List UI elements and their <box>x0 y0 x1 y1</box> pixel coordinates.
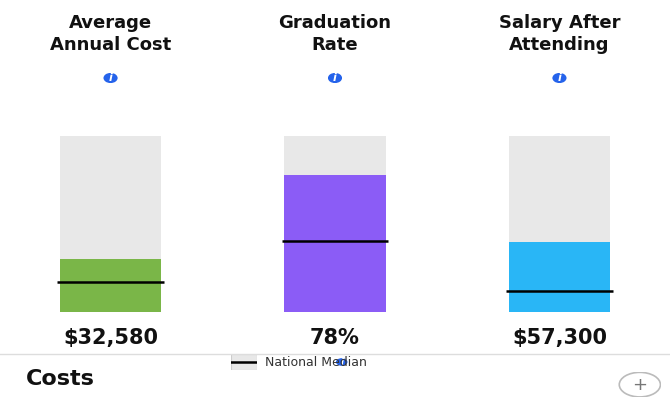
Text: +: + <box>632 376 647 394</box>
Circle shape <box>336 358 348 366</box>
Bar <box>509 136 610 242</box>
Circle shape <box>103 73 118 83</box>
Text: i: i <box>333 73 337 83</box>
Text: $32,580: $32,580 <box>63 328 158 348</box>
Text: Salary After
Attending: Salary After Attending <box>498 14 620 54</box>
Text: 78%: 78% <box>310 328 360 348</box>
Circle shape <box>328 73 342 83</box>
Text: i: i <box>340 358 343 367</box>
Bar <box>284 175 386 312</box>
Text: i: i <box>109 73 113 83</box>
Bar <box>284 136 386 175</box>
Circle shape <box>552 73 567 83</box>
Bar <box>509 242 610 312</box>
Bar <box>60 136 161 259</box>
Text: Average
Annual Cost: Average Annual Cost <box>50 14 171 54</box>
Bar <box>60 259 161 312</box>
Circle shape <box>619 372 661 397</box>
Text: Graduation
Rate: Graduation Rate <box>279 14 391 54</box>
Text: i: i <box>557 73 561 83</box>
Text: Costs: Costs <box>25 369 94 389</box>
Text: National Median: National Median <box>265 356 366 368</box>
Text: $57,300: $57,300 <box>512 328 607 348</box>
